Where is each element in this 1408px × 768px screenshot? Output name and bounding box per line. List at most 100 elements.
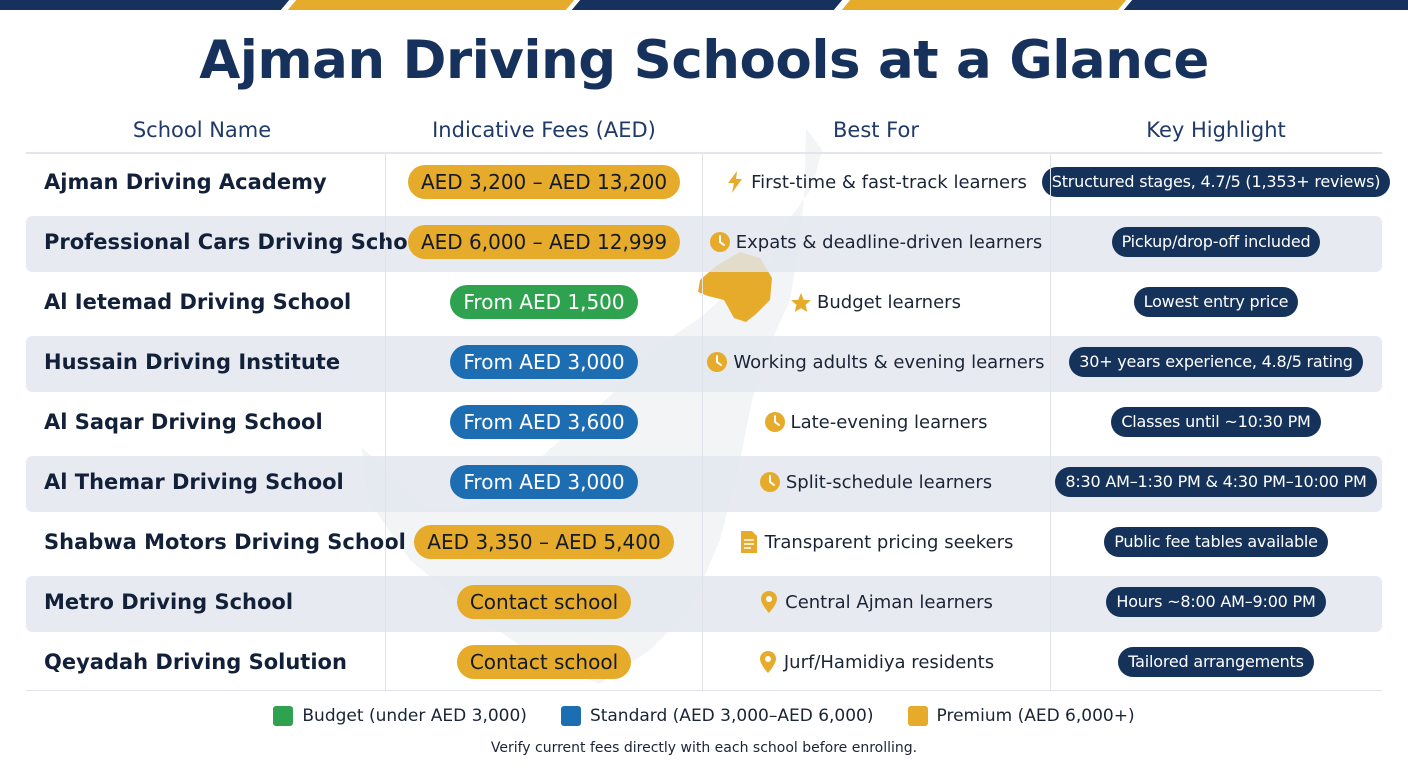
best-for-cell: Transparent pricing seekers	[702, 514, 1050, 570]
fee-badge: AED 3,200 – AED 13,200	[407, 165, 681, 199]
fee-cell: From AED 3,000	[386, 454, 702, 510]
tier-legend: Budget (under AED 3,000) Standard (AED 3…	[0, 706, 1408, 726]
legend-item-premium: Premium (AED 6,000+)	[907, 706, 1135, 726]
table-bottom-divider	[26, 690, 1382, 691]
table-row: Metro Driving School Contact school Centra…	[26, 574, 1382, 634]
highlight-cell: Tailored arrangements	[1050, 634, 1382, 690]
clock-icon	[759, 471, 780, 493]
best-for-text: Central Ajman learners	[785, 591, 993, 613]
highlight-cell: Hours ~8:00 AM–9:00 PM	[1050, 574, 1382, 630]
highlight-cell: 30+ years experience, 4.8/5 rating	[1050, 334, 1382, 390]
fee-cell: AED 6,000 – AED 12,999	[386, 214, 702, 270]
star-icon	[791, 291, 812, 313]
best-for-text: Split-schedule learners	[785, 471, 993, 493]
column-header-highlight: Key Highlight	[1146, 118, 1286, 142]
location-pin-icon	[759, 591, 779, 613]
highlight-badge: Public fee tables available	[1104, 527, 1328, 557]
highlight-badge: Tailored arrangements	[1118, 647, 1314, 677]
best-for-text: Expats & deadline-driven learners	[735, 231, 1043, 253]
best-for-text: Working adults & evening learners	[733, 351, 1045, 373]
location-pin-icon	[758, 651, 778, 673]
lightning-icon	[725, 171, 745, 193]
table-row: Al Saqar Driving School From AED 3,600 Lat…	[26, 394, 1382, 454]
column-divider	[702, 154, 703, 690]
best-for-cell: Working adults & evening learners	[702, 334, 1050, 390]
best-for-text: Late-evening learners	[790, 411, 988, 433]
clock-icon	[707, 351, 728, 373]
best-for-text: First-time & fast-track learners	[751, 171, 1027, 193]
table-row: Shabwa Motors Driving School AED 3,350 – …	[26, 514, 1382, 574]
column-header-best-for: Best For	[833, 118, 919, 142]
fee-cell: Contact school	[386, 634, 702, 690]
highlight-cell: Public fee tables available	[1050, 514, 1382, 570]
highlight-cell: Structured stages, 4.7/5 (1,353+ reviews…	[1041, 154, 1391, 210]
legend-label: Standard (AED 3,000–AED 6,000)	[589, 706, 874, 726]
school-name: Shabwa Motors Driving School	[44, 530, 406, 554]
highlight-badge: 8:30 AM–1:30 PM & 4:30 PM–10:00 PM	[1055, 467, 1377, 497]
clock-icon	[764, 411, 785, 433]
highlight-cell: Lowest entry price	[1050, 274, 1382, 330]
column-header-fees: Indicative Fees (AED)	[432, 118, 656, 142]
best-for-cell: First-time & fast-track learners	[702, 154, 1050, 210]
school-name: Hussain Driving Institute	[44, 350, 341, 374]
best-for-text: Transparent pricing seekers	[764, 531, 1014, 553]
footnote: Verify current fees directly with each s…	[490, 740, 918, 756]
header-divider	[26, 152, 1382, 154]
highlight-badge: Structured stages, 4.7/5 (1,353+ reviews…	[1041, 167, 1391, 197]
school-name: Qeyadah Driving Solution	[44, 650, 347, 674]
highlight-badge: 30+ years experience, 4.8/5 rating	[1069, 347, 1363, 377]
schools-table: Ajman Driving Academy AED 3,200 – AED 13,…	[26, 154, 1391, 694]
document-icon	[739, 531, 759, 553]
column-divider	[385, 154, 386, 690]
school-name: Professional Cars Driving School	[44, 230, 430, 254]
best-for-text: Budget learners	[817, 291, 961, 313]
school-name: Al Themar Driving School	[44, 470, 344, 494]
table-row: Al Ietemad Driving School From AED 1,500 B…	[26, 274, 1382, 334]
fee-badge: Contact school	[456, 645, 632, 679]
fee-badge: From AED 1,500	[450, 285, 638, 319]
highlight-cell: Pickup/drop-off included	[1050, 214, 1382, 270]
table-row: Hussain Driving Institute From AED 3,000 W…	[26, 334, 1382, 394]
fee-badge: From AED 3,000	[450, 465, 638, 499]
top-decorative-stripe	[0, 0, 1408, 10]
legend-swatch	[273, 706, 294, 726]
school-name: Al Ietemad Driving School	[44, 290, 352, 314]
school-name: Ajman Driving Academy	[44, 170, 327, 194]
fee-badge: AED 6,000 – AED 12,999	[407, 225, 681, 259]
legend-label: Budget (under AED 3,000)	[302, 706, 527, 726]
best-for-cell: Budget learners	[702, 274, 1050, 330]
fee-badge: AED 3,350 – AED 5,400	[414, 525, 674, 559]
best-for-cell: Expats & deadline-driven learners	[702, 214, 1050, 270]
table-row: Qeyadah Driving Solution Contact school Ju…	[26, 634, 1382, 694]
table-row: Ajman Driving Academy AED 3,200 – AED 13,…	[26, 154, 1391, 214]
highlight-badge: Lowest entry price	[1133, 287, 1299, 317]
legend-item-budget: Budget (under AED 3,000)	[273, 706, 527, 726]
highlight-cell: 8:30 AM–1:30 PM & 4:30 PM–10:00 PM	[1050, 454, 1382, 510]
legend-swatch	[907, 706, 928, 726]
best-for-cell: Split-schedule learners	[702, 454, 1050, 510]
highlight-badge: Classes until ~10:30 PM	[1111, 407, 1321, 437]
table-row: Professional Cars Driving School AED 6,00…	[26, 214, 1382, 274]
clock-icon	[709, 231, 730, 253]
fee-cell: From AED 1,500	[386, 274, 702, 330]
best-for-cell: Jurf/Hamidiya residents	[702, 634, 1050, 690]
highlight-badge: Pickup/drop-off included	[1111, 227, 1321, 257]
school-name: Al Saqar Driving School	[44, 410, 323, 434]
best-for-cell: Late-evening learners	[702, 394, 1050, 450]
fee-cell: Contact school	[386, 574, 702, 630]
table-row: Al Themar Driving School From AED 3,000 Sp…	[26, 454, 1382, 514]
school-name: Metro Driving School	[44, 590, 294, 614]
page-title: Ajman Driving Schools at a Glance	[199, 30, 1209, 91]
best-for-text: Jurf/Hamidiya residents	[783, 651, 995, 673]
fee-badge: From AED 3,600	[450, 405, 638, 439]
fee-badge: Contact school	[456, 585, 632, 619]
fee-cell: From AED 3,600	[386, 394, 702, 450]
legend-swatch	[560, 706, 581, 726]
fee-cell: AED 3,350 – AED 5,400	[386, 514, 702, 570]
fee-cell: From AED 3,000	[386, 334, 702, 390]
legend-item-standard: Standard (AED 3,000–AED 6,000)	[560, 706, 874, 726]
column-divider	[1050, 154, 1051, 690]
legend-label: Premium (AED 6,000+)	[936, 706, 1135, 726]
highlight-badge: Hours ~8:00 AM–9:00 PM	[1106, 587, 1326, 617]
fee-cell: AED 3,200 – AED 13,200	[386, 154, 702, 210]
